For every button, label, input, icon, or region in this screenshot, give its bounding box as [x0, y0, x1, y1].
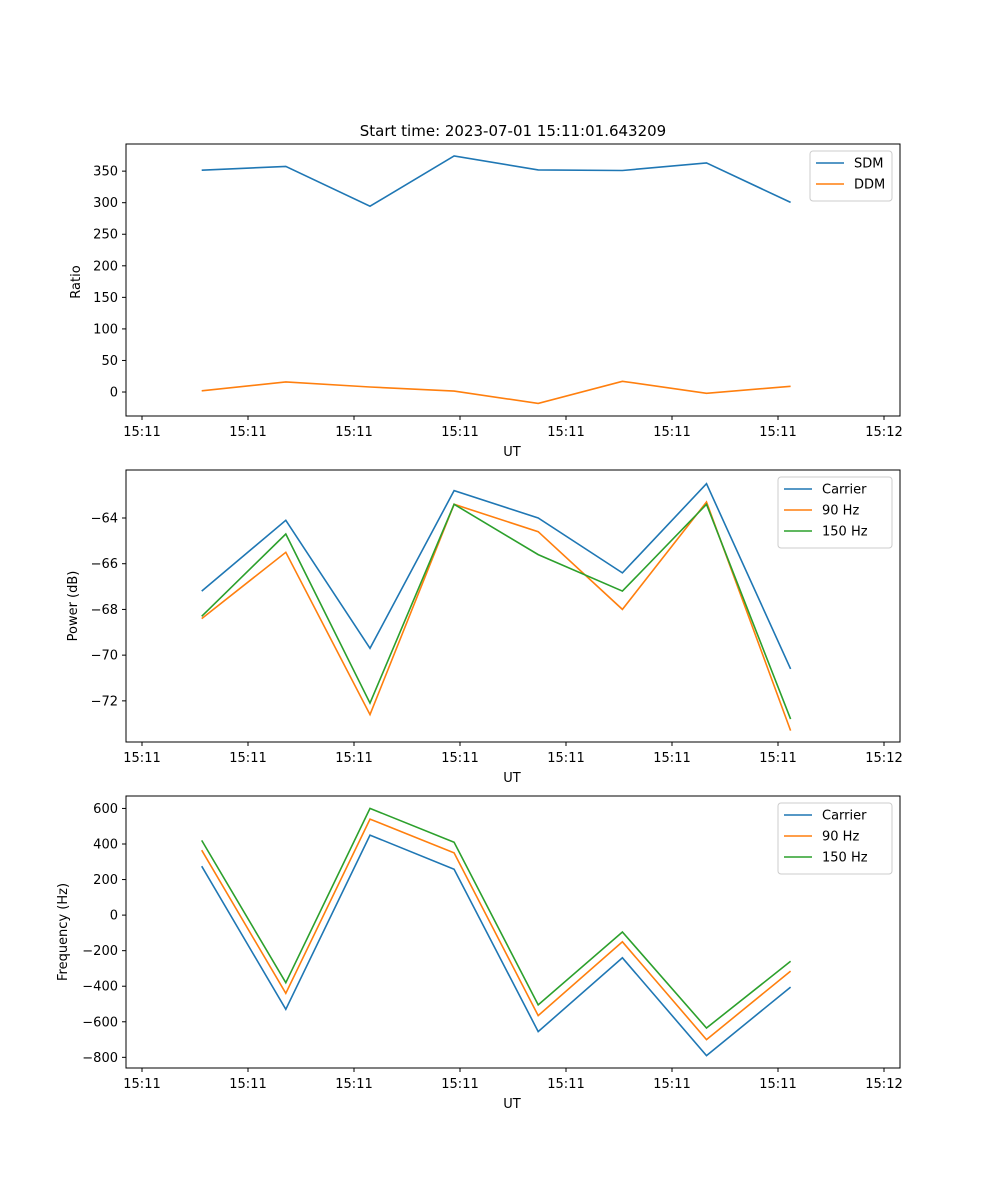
- y-tick-label: −800: [82, 1051, 118, 1066]
- y-tick-label: 100: [93, 322, 118, 337]
- y-tick-label: 0: [110, 386, 118, 401]
- legend: Carrier 90 Hz 150 Hz: [777, 802, 893, 875]
- y-tick-label: 150: [93, 291, 118, 306]
- y-tick-label: −64: [91, 512, 118, 527]
- legend-label: 150 Hz: [822, 851, 868, 866]
- x-tick-label: 15:12: [865, 425, 902, 440]
- y-tick-label: 50: [101, 354, 118, 369]
- x-tick-label: 15:11: [653, 751, 690, 766]
- x-tick-label: 15:11: [229, 425, 266, 440]
- series-lines: [201, 482, 792, 731]
- legend-label: 150 Hz: [822, 525, 868, 540]
- series-lines: [201, 155, 791, 405]
- y-tick-label: −72: [91, 694, 118, 709]
- y-axis-label: Frequency (Hz): [56, 883, 71, 981]
- plot-area: [125, 143, 901, 417]
- x-tick-label: 15:11: [441, 425, 478, 440]
- x-tick-label: 15:11: [759, 425, 796, 440]
- x-tick-label: 15:11: [229, 751, 266, 766]
- x-tick-label: 15:11: [335, 1077, 372, 1092]
- y-tick-label: −66: [91, 557, 118, 572]
- y-tick-label: 300: [93, 196, 118, 211]
- x-ticks: 15:11 15:11 15:11 15:11 15:11 15:11 15:11 15:12: [123, 742, 903, 766]
- power-panel: −72−70−68−66−64 15:11 15:11 15:11 15:11 15:1…: [66, 469, 903, 786]
- x-tick-label: 15:11: [123, 1077, 160, 1092]
- x-ticks: 15:11 15:11 15:11 15:11 15:11 15:11 15:11 15:12: [123, 416, 903, 440]
- x-tick-label: 15:11: [759, 751, 796, 766]
- x-tick-label: 15:11: [759, 1077, 796, 1092]
- y-tick-label: 600: [93, 802, 118, 817]
- legend-label: 90 Hz: [822, 504, 859, 519]
- plot-area: [125, 469, 901, 743]
- series-line-sdm: [201, 155, 791, 208]
- x-tick-label: 15:11: [653, 425, 690, 440]
- y-tick-label: −600: [82, 1015, 118, 1030]
- series-line-90-hz: [201, 818, 792, 1041]
- y-tick-label: −400: [82, 980, 118, 995]
- legend: SDM DDM: [809, 150, 893, 202]
- x-tick-label: 15:11: [123, 751, 160, 766]
- y-ticks: −72 −70 −68 −66 −64: [91, 512, 126, 709]
- y-tick-label: 200: [93, 873, 118, 888]
- x-tick-label: 15:11: [335, 425, 372, 440]
- series-line-ddm: [201, 380, 791, 405]
- x-axis-label: UT: [503, 445, 521, 460]
- y-tick-label: 250: [93, 228, 118, 243]
- x-tick-label: 15:11: [441, 1077, 478, 1092]
- y-axis-label: Power (dB): [66, 571, 81, 642]
- x-tick-label: 15:11: [123, 425, 160, 440]
- x-tick-label: 15:11: [335, 751, 372, 766]
- legend-label: SDM: [854, 157, 883, 172]
- x-axis-label: UT: [503, 771, 521, 786]
- y-tick-label: 200: [93, 259, 118, 274]
- x-tick-label: 15:12: [865, 1077, 902, 1092]
- y-tick-label: 0: [110, 909, 118, 924]
- legend-label: DDM: [854, 178, 885, 193]
- y-tick-label: −68: [91, 603, 118, 618]
- legend-label: 90 Hz: [822, 830, 859, 845]
- y-tick-label: 350: [93, 165, 118, 180]
- y-tick-label: −70: [91, 649, 118, 664]
- legend: Carrier 90 Hz 150 Hz: [777, 476, 893, 549]
- x-tick-label: 15:11: [653, 1077, 690, 1092]
- x-tick-label: 15:11: [441, 751, 478, 766]
- x-tick-label: 15:11: [547, 1077, 584, 1092]
- series-line-150-hz: [201, 502, 792, 720]
- legend-label: Carrier: [822, 809, 867, 824]
- x-axis-label: UT: [503, 1097, 521, 1112]
- x-ticks: 15:11 15:11 15:11 15:11 15:11 15:11 15:11 15:12: [123, 1068, 903, 1092]
- series-line-carrier: [201, 482, 792, 670]
- x-tick-label: 15:11: [547, 751, 584, 766]
- y-tick-label: −200: [82, 944, 118, 959]
- y-tick-label: 400: [93, 838, 118, 853]
- y-ticks: 0 50 100 150 200 250 300 350: [93, 165, 126, 401]
- y-axis-label: Ratio: [69, 265, 84, 298]
- legend-label: Carrier: [822, 483, 867, 498]
- figure-title: Start time: 2023-07-01 15:11:01.643209: [360, 122, 666, 140]
- series-line-150-hz: [201, 807, 792, 1030]
- y-ticks: −800 −600 −400 −200 0 200 400 600: [82, 802, 126, 1066]
- x-tick-label: 15:11: [229, 1077, 266, 1092]
- x-tick-label: 15:12: [865, 751, 902, 766]
- series-lines: [201, 807, 792, 1057]
- x-tick-label: 15:11: [547, 425, 584, 440]
- series-line-carrier: [201, 834, 792, 1057]
